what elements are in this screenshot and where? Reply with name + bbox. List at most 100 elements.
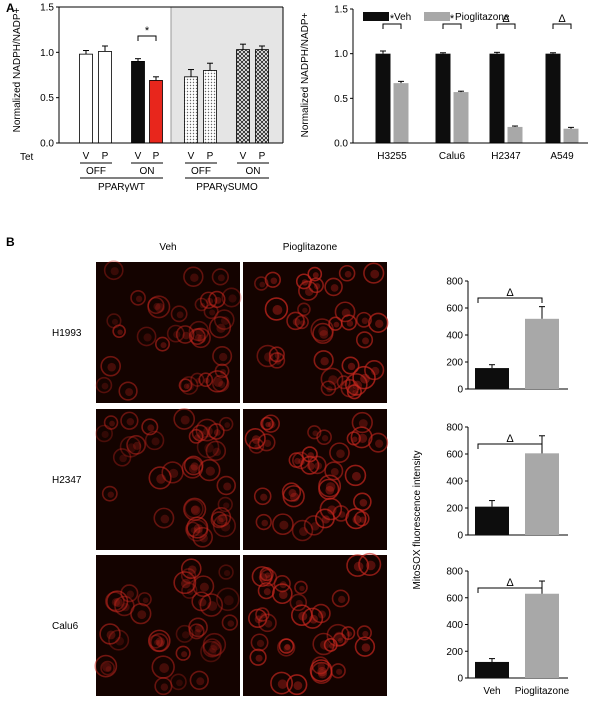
cell-nucleus — [213, 429, 221, 436]
micrograph-h1993-pioglitazone — [243, 262, 389, 403]
cell-nucleus — [365, 560, 376, 571]
cell-nucleus — [113, 597, 123, 608]
cell — [291, 604, 313, 626]
y-tick-label: 0 — [457, 385, 463, 396]
cell-nucleus — [190, 462, 199, 471]
cell-nucleus — [119, 454, 127, 463]
cell-nucleus — [223, 595, 234, 606]
cell-nucleus — [220, 521, 231, 532]
cell — [196, 435, 220, 459]
cell-nucleus — [194, 334, 202, 342]
y-tick-label: 0.0 — [40, 139, 54, 150]
category-label: P — [102, 151, 109, 162]
cell-nucleus — [159, 663, 170, 673]
cell — [101, 485, 118, 502]
cell — [188, 328, 206, 346]
cell — [319, 497, 343, 521]
chart-a-left: 0.0 0.5 1.0 1.5 * Normalized NADPH/NADP+ Te… — [12, 3, 284, 193]
category-label: V — [240, 151, 247, 162]
micrograph-h1993-veh-bg — [96, 262, 240, 403]
cell — [105, 591, 125, 612]
cell — [120, 411, 139, 430]
sig-bracket — [477, 443, 543, 449]
cell — [180, 558, 202, 580]
cell — [179, 376, 199, 395]
cell-nucleus — [190, 505, 199, 514]
cell-nucleus — [153, 302, 161, 310]
cell-nucleus — [135, 295, 143, 303]
cell — [336, 375, 351, 390]
cell-nucleus — [126, 417, 135, 426]
cell — [334, 301, 356, 323]
tet-group-label: OFF — [86, 166, 106, 177]
cell-nucleus — [274, 352, 282, 359]
cell-nucleus — [207, 648, 217, 657]
cell-nucleus — [278, 590, 288, 599]
cell — [151, 655, 175, 679]
cell — [130, 290, 146, 306]
cell — [250, 633, 269, 652]
cell-nucleus — [330, 467, 339, 476]
y-tick-label: 800 — [446, 277, 463, 288]
cell-nucleus — [190, 273, 199, 282]
cell — [278, 638, 295, 654]
cell-nucleus — [143, 333, 152, 342]
cell — [286, 674, 308, 696]
bar-veh — [475, 368, 509, 389]
cell-nucleus — [299, 585, 305, 592]
micrograph-h2347-pioglitazone — [243, 409, 389, 550]
cell-nucleus — [319, 329, 329, 339]
category-label: V — [135, 151, 142, 162]
legend-swatch-veh — [363, 12, 389, 21]
category-label: V — [83, 151, 90, 162]
category-label: Calu6 — [439, 151, 466, 162]
cell-nucleus — [115, 636, 125, 646]
cell-nucleus — [313, 283, 321, 290]
cell — [310, 318, 334, 342]
cell — [199, 593, 224, 617]
tet-group-label: ON — [246, 166, 261, 177]
cell-nucleus — [153, 639, 160, 646]
cell-nucleus — [321, 435, 329, 442]
cell — [202, 638, 222, 658]
cell-nucleus — [255, 654, 263, 662]
cell-nucleus — [337, 637, 344, 644]
cell-nucleus — [151, 437, 160, 446]
cell — [358, 552, 382, 576]
cell — [154, 677, 173, 696]
cell-nucleus — [371, 366, 380, 376]
sig-0-bracket — [382, 23, 402, 29]
x-label-pioglitazone: Pioglitazone — [515, 686, 570, 697]
cell — [291, 519, 314, 542]
bar-pioglitazone-3 — [563, 128, 579, 143]
cell — [216, 475, 236, 496]
cell-nucleus — [277, 679, 288, 689]
cell-nucleus — [180, 415, 190, 425]
cell-nucleus — [279, 581, 287, 589]
cell — [272, 513, 294, 536]
cell — [166, 324, 185, 343]
cell-nucleus — [256, 639, 265, 648]
cell-nucleus — [254, 615, 263, 624]
y-tick-label: 400 — [446, 620, 463, 631]
y-tick-label: 200 — [446, 504, 463, 515]
cell-nucleus — [325, 485, 335, 495]
cell-nucleus — [107, 491, 115, 498]
cell — [188, 320, 210, 342]
sig-wt-bracket — [137, 35, 157, 41]
cell — [188, 617, 208, 638]
cell-nucleus — [160, 514, 170, 524]
cell — [307, 266, 323, 282]
cell — [192, 575, 215, 598]
cell — [352, 365, 376, 390]
cell-nucleus — [205, 466, 215, 476]
sig-3-mark: Δ — [558, 13, 566, 25]
cell — [312, 322, 334, 344]
panel-label-b: B — [6, 235, 15, 249]
cell — [294, 580, 308, 595]
sig-bracket — [477, 587, 543, 593]
cell-nucleus — [194, 629, 201, 636]
sig-1-bracket — [442, 23, 462, 29]
cell — [355, 311, 372, 328]
